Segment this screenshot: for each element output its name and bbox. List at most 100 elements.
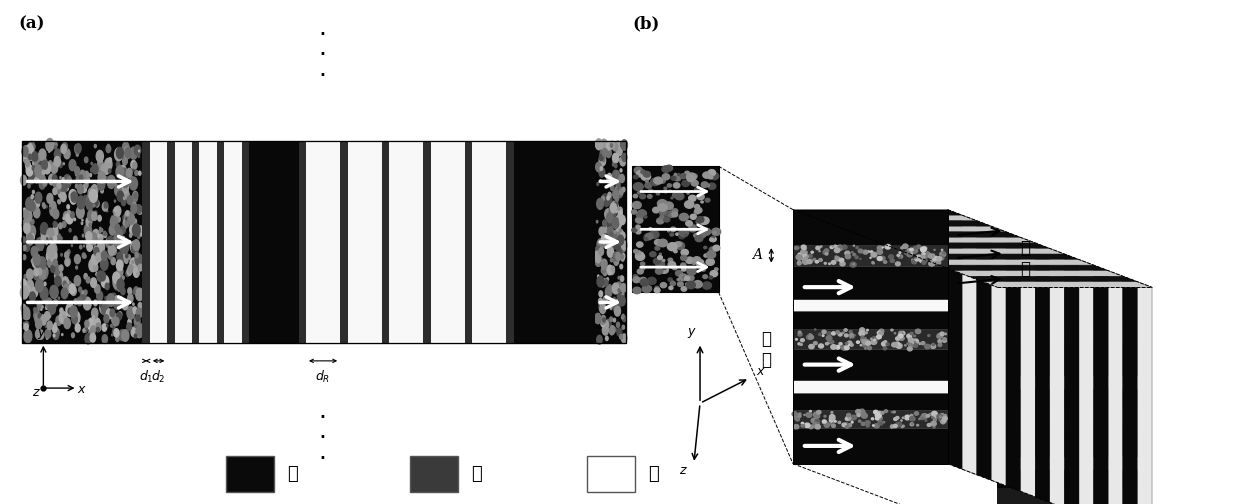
- Text: ·: ·: [318, 64, 326, 88]
- Circle shape: [940, 341, 942, 342]
- Text: $y$: $y$: [37, 327, 46, 341]
- Circle shape: [641, 170, 646, 174]
- Circle shape: [120, 226, 125, 234]
- Circle shape: [90, 238, 94, 243]
- Polygon shape: [983, 282, 1152, 287]
- Circle shape: [938, 343, 942, 346]
- Circle shape: [95, 319, 97, 321]
- Circle shape: [668, 184, 672, 187]
- Circle shape: [37, 268, 42, 275]
- Circle shape: [62, 179, 63, 181]
- Circle shape: [115, 336, 119, 342]
- Circle shape: [807, 260, 813, 264]
- Circle shape: [134, 269, 139, 277]
- Circle shape: [709, 251, 715, 257]
- Circle shape: [831, 345, 836, 349]
- Circle shape: [700, 264, 706, 268]
- Circle shape: [814, 342, 818, 345]
- Circle shape: [608, 184, 610, 186]
- Circle shape: [597, 276, 603, 287]
- Polygon shape: [793, 349, 948, 380]
- Circle shape: [62, 277, 68, 288]
- Circle shape: [699, 188, 703, 191]
- Circle shape: [607, 227, 613, 236]
- Circle shape: [679, 274, 688, 281]
- Circle shape: [930, 261, 934, 264]
- Circle shape: [871, 418, 873, 420]
- Circle shape: [911, 332, 913, 335]
- Circle shape: [933, 254, 934, 255]
- Circle shape: [901, 420, 902, 421]
- Circle shape: [610, 234, 615, 243]
- Polygon shape: [1006, 232, 1021, 491]
- Circle shape: [643, 171, 650, 177]
- Circle shape: [686, 267, 696, 275]
- Circle shape: [597, 257, 598, 259]
- Circle shape: [618, 251, 622, 258]
- Circle shape: [22, 219, 30, 231]
- Circle shape: [698, 194, 704, 200]
- Circle shape: [878, 421, 882, 425]
- Circle shape: [46, 242, 47, 245]
- Circle shape: [69, 306, 77, 318]
- Circle shape: [112, 323, 115, 328]
- Circle shape: [50, 238, 52, 241]
- Circle shape: [53, 181, 56, 186]
- Circle shape: [834, 245, 836, 247]
- Text: ·: ·: [318, 447, 326, 471]
- Circle shape: [42, 170, 45, 174]
- Circle shape: [821, 330, 826, 334]
- Circle shape: [64, 149, 71, 159]
- Circle shape: [909, 248, 913, 251]
- Circle shape: [602, 262, 606, 270]
- Circle shape: [605, 209, 611, 220]
- Circle shape: [839, 333, 843, 336]
- Circle shape: [57, 234, 61, 240]
- Circle shape: [136, 324, 145, 337]
- Circle shape: [116, 162, 120, 167]
- Circle shape: [860, 409, 865, 413]
- Circle shape: [612, 206, 615, 210]
- Circle shape: [35, 161, 40, 170]
- Circle shape: [72, 333, 74, 338]
- Circle shape: [923, 253, 926, 255]
- Circle shape: [927, 415, 929, 417]
- Circle shape: [815, 246, 820, 249]
- Polygon shape: [976, 221, 991, 480]
- Circle shape: [668, 258, 673, 262]
- Circle shape: [912, 341, 916, 344]
- Text: ·: ·: [318, 426, 326, 451]
- Circle shape: [602, 220, 607, 227]
- Polygon shape: [997, 343, 1152, 376]
- Circle shape: [31, 144, 35, 150]
- Circle shape: [845, 416, 851, 420]
- Circle shape: [610, 228, 613, 235]
- Circle shape: [817, 423, 819, 425]
- Circle shape: [633, 195, 638, 198]
- Circle shape: [694, 205, 700, 209]
- Circle shape: [33, 268, 41, 280]
- Circle shape: [125, 258, 128, 264]
- Text: ·: ·: [318, 23, 326, 47]
- Circle shape: [633, 249, 638, 253]
- Text: (b): (b): [632, 15, 659, 32]
- Circle shape: [867, 250, 870, 253]
- Circle shape: [838, 421, 841, 423]
- Circle shape: [904, 415, 911, 420]
- Circle shape: [46, 336, 48, 339]
- Circle shape: [709, 276, 712, 279]
- Circle shape: [912, 259, 914, 261]
- Circle shape: [71, 304, 72, 307]
- Circle shape: [900, 332, 902, 333]
- Polygon shape: [968, 276, 1137, 282]
- Circle shape: [859, 249, 862, 253]
- Circle shape: [25, 279, 32, 291]
- Circle shape: [617, 292, 622, 300]
- Circle shape: [877, 331, 881, 335]
- Circle shape: [680, 256, 686, 261]
- Circle shape: [123, 190, 129, 200]
- Circle shape: [904, 345, 906, 346]
- Circle shape: [896, 262, 901, 266]
- Circle shape: [616, 253, 621, 260]
- Circle shape: [636, 253, 644, 260]
